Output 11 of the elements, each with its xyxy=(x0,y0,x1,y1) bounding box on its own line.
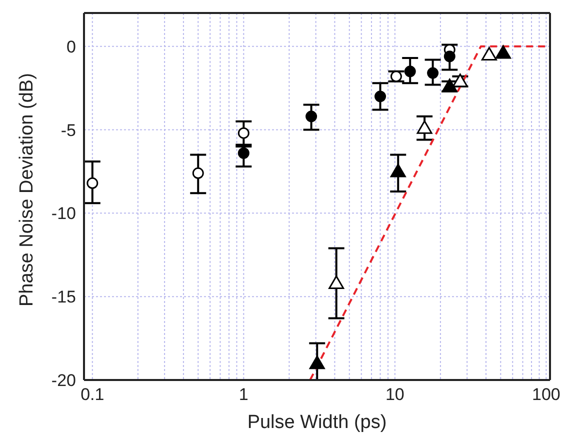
x-axis-title: Pulse Width (ps) xyxy=(247,412,387,433)
x-tick-label: 10 xyxy=(385,385,404,404)
y-tick-label: -10 xyxy=(51,204,76,224)
y-tick-label: -5 xyxy=(60,120,76,140)
x-tick-label: 0.1 xyxy=(80,385,104,404)
x-tick-label: 1 xyxy=(238,385,248,404)
y-tick-label: -15 xyxy=(51,288,76,307)
y-axis-title: Phase Noise Deviation (dB) xyxy=(16,73,38,306)
x-tick-label: 100 xyxy=(532,385,560,404)
y-tick-label: 0 xyxy=(66,37,76,56)
y-tick-label: -20 xyxy=(51,371,76,390)
